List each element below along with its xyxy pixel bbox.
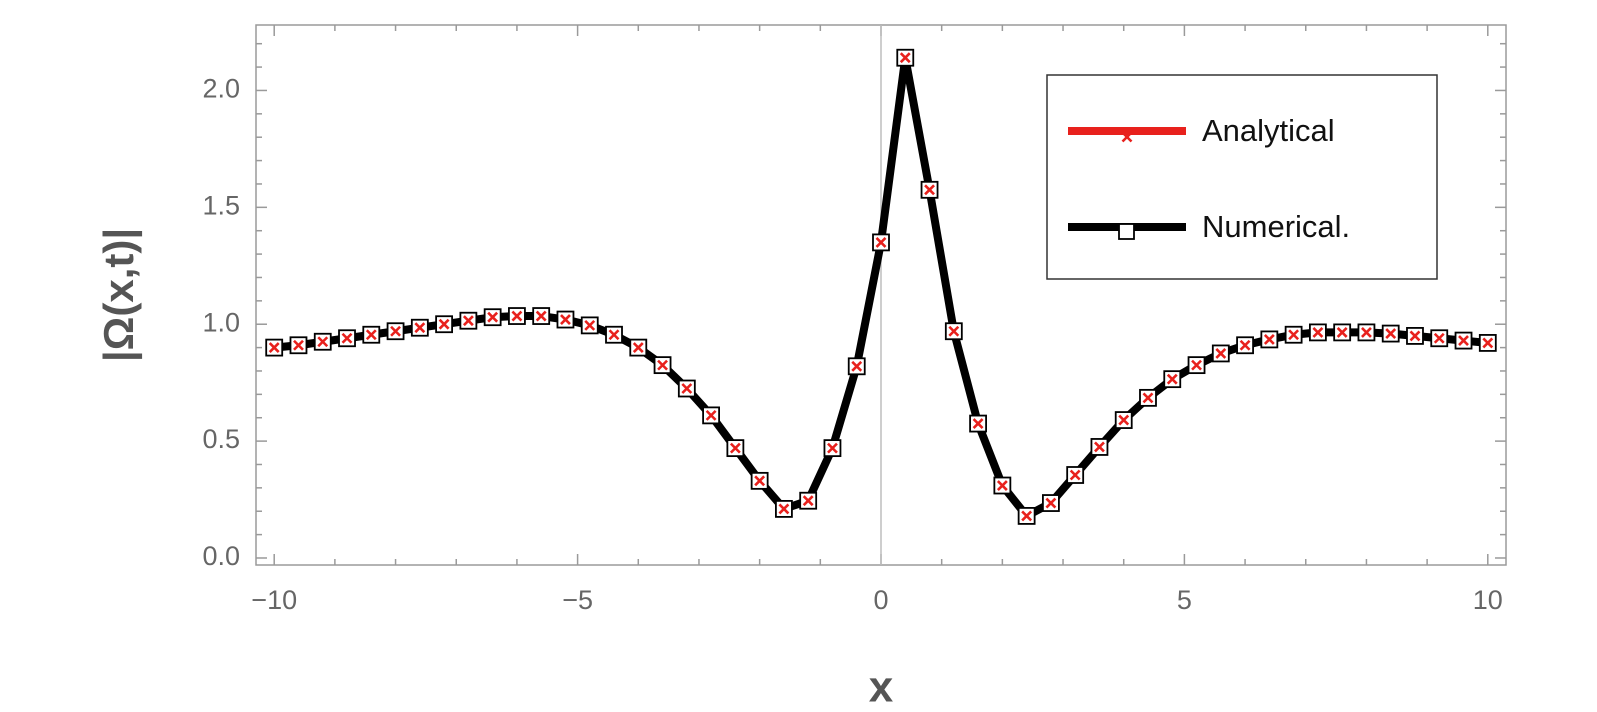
legend-marker-analytical [1121, 131, 1133, 143]
analytical-point [1021, 510, 1033, 522]
y-axis-title: |Ω(x,t)| [95, 228, 143, 362]
y-tick-label: 1.5 [202, 190, 240, 220]
series-markers [265, 48, 1497, 525]
analytical-point [851, 360, 863, 372]
analytical-point [996, 480, 1008, 491]
analytical-point [1433, 332, 1445, 344]
analytical-point [1191, 359, 1202, 371]
analytical-point [705, 409, 717, 421]
legend-box [1046, 74, 1438, 280]
analytical-point [924, 184, 935, 196]
legend: Analytical Numerical. [1046, 74, 1438, 280]
analytical-point [657, 359, 668, 371]
y-tick-label: 2.0 [202, 74, 240, 104]
analytical-point [390, 325, 401, 337]
x-tick-label: 10 [1473, 585, 1503, 615]
analytical-point [681, 383, 693, 394]
analytical-point [875, 236, 887, 248]
analytical-point [1215, 348, 1227, 359]
analytical-point [268, 342, 280, 354]
analytical-point [1142, 392, 1154, 404]
analytical-point [632, 342, 644, 354]
analytical-point [438, 318, 450, 330]
analytical-point [1361, 326, 1372, 338]
analytical-point [972, 418, 984, 429]
analytical-point [754, 475, 766, 487]
x-tick-label: −10 [251, 585, 297, 615]
analytical-point [535, 310, 547, 322]
analytical-point [729, 442, 741, 454]
analytical-point [1045, 497, 1057, 509]
x-tick-label: −5 [562, 585, 593, 615]
analytical-point [1263, 333, 1275, 345]
analytical-point [560, 314, 571, 325]
analytical-point [462, 315, 474, 327]
x-tick-label: 5 [1177, 585, 1192, 615]
analytical-point [293, 339, 304, 351]
y-tick-labels: 0.0 0.5 1.0 1.5 2.0 [202, 74, 240, 572]
analytical-point [1288, 329, 1300, 341]
analytical-point [1336, 326, 1348, 338]
analytical-point [1458, 335, 1469, 347]
analytical-point [1482, 337, 1494, 349]
y-tick-label: 0.5 [202, 424, 240, 454]
x-axis-title: x [869, 663, 894, 712]
analytical-point [1312, 326, 1324, 338]
y-tick-label: 0.0 [202, 541, 240, 571]
analytical-point [1094, 441, 1105, 453]
analytical-point [608, 329, 620, 341]
legend-marker-numerical [1118, 223, 1135, 240]
analytical-point [1166, 373, 1178, 385]
analytical-point [1118, 414, 1130, 426]
analytical-point [948, 325, 960, 337]
legend-label-numerical: Numerical. [1202, 209, 1350, 244]
y-tick-label: 1.0 [202, 307, 240, 337]
analytical-point [1385, 328, 1397, 339]
x-tick-label: 0 [873, 585, 888, 615]
analytical-point [1409, 330, 1421, 342]
analytical-point [365, 329, 377, 341]
analytical-point [317, 336, 329, 348]
analytical-point [1069, 469, 1081, 481]
analytical-point [487, 311, 499, 323]
analytical-point [827, 442, 838, 454]
x-tick-labels: −10 −5 0 5 10 [251, 585, 1503, 615]
analytical-point [778, 503, 790, 515]
analytical-point [341, 332, 353, 344]
analytical-point [899, 52, 911, 64]
analytical-point [1239, 339, 1251, 351]
analytical-point [802, 495, 814, 507]
analytical-point [511, 310, 523, 322]
legend-label-analytical: Analytical [1202, 113, 1335, 148]
analytical-point [584, 319, 596, 331]
analytical-point [414, 322, 426, 334]
